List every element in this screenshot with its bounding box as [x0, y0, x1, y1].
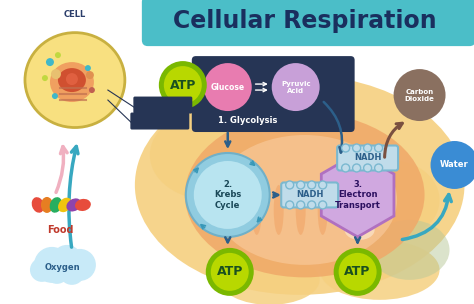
Ellipse shape — [220, 255, 319, 304]
FancyBboxPatch shape — [133, 97, 192, 113]
Circle shape — [308, 201, 316, 209]
Ellipse shape — [212, 135, 397, 265]
Ellipse shape — [58, 198, 72, 212]
Circle shape — [364, 144, 372, 152]
Circle shape — [59, 259, 85, 285]
Ellipse shape — [230, 185, 240, 235]
Ellipse shape — [345, 220, 374, 240]
Ellipse shape — [25, 33, 125, 127]
Circle shape — [206, 248, 254, 296]
Text: Glucose: Glucose — [211, 83, 245, 92]
Text: 3.
Electron
Transport: 3. Electron Transport — [335, 180, 381, 210]
Circle shape — [430, 141, 474, 189]
Circle shape — [66, 73, 78, 85]
Ellipse shape — [318, 185, 328, 235]
Text: Cytosol: Cytosol — [147, 118, 173, 124]
Ellipse shape — [273, 185, 284, 235]
FancyBboxPatch shape — [337, 146, 398, 171]
Circle shape — [353, 164, 361, 172]
Text: 2.
Krebs
Cycle: 2. Krebs Cycle — [214, 180, 241, 210]
Ellipse shape — [29, 36, 121, 124]
Ellipse shape — [150, 110, 270, 200]
FancyBboxPatch shape — [192, 56, 355, 132]
Ellipse shape — [319, 240, 439, 300]
Circle shape — [286, 181, 294, 189]
Ellipse shape — [75, 199, 91, 211]
Circle shape — [374, 144, 383, 152]
Text: CELL: CELL — [64, 10, 86, 19]
Circle shape — [308, 181, 316, 189]
Circle shape — [374, 164, 383, 172]
Text: NADH: NADH — [296, 190, 323, 199]
Circle shape — [64, 249, 96, 281]
Ellipse shape — [66, 199, 82, 212]
Ellipse shape — [50, 62, 94, 102]
Text: Food: Food — [46, 225, 73, 235]
Circle shape — [204, 63, 252, 111]
Circle shape — [353, 144, 361, 152]
Circle shape — [30, 258, 54, 282]
Circle shape — [297, 181, 305, 189]
Circle shape — [194, 161, 262, 229]
FancyBboxPatch shape — [281, 182, 338, 207]
Ellipse shape — [340, 160, 439, 240]
Circle shape — [89, 87, 95, 93]
Ellipse shape — [370, 220, 449, 280]
Text: ATP: ATP — [345, 265, 371, 278]
Circle shape — [319, 201, 327, 209]
Circle shape — [186, 153, 270, 237]
Polygon shape — [321, 153, 394, 237]
Circle shape — [211, 253, 249, 291]
FancyBboxPatch shape — [142, 0, 474, 46]
Circle shape — [334, 248, 382, 296]
Text: NADH: NADH — [354, 154, 381, 163]
Circle shape — [342, 164, 350, 172]
Text: Mitochondrion: Mitochondrion — [138, 102, 188, 108]
Circle shape — [34, 247, 70, 283]
Circle shape — [319, 181, 327, 189]
Ellipse shape — [41, 197, 53, 213]
Ellipse shape — [32, 197, 44, 213]
Circle shape — [159, 61, 207, 109]
Circle shape — [286, 201, 294, 209]
Circle shape — [164, 66, 202, 104]
Circle shape — [297, 201, 305, 209]
Circle shape — [86, 71, 94, 79]
Circle shape — [338, 253, 377, 291]
Circle shape — [55, 52, 61, 58]
Circle shape — [393, 69, 446, 121]
Circle shape — [45, 260, 69, 284]
Text: ATP: ATP — [170, 78, 196, 92]
Circle shape — [42, 75, 48, 81]
Circle shape — [52, 93, 58, 99]
Text: Carbon
Dioxide: Carbon Dioxide — [405, 88, 435, 102]
FancyBboxPatch shape — [130, 112, 189, 130]
Ellipse shape — [252, 185, 262, 235]
Text: ATP: ATP — [217, 265, 243, 278]
Circle shape — [52, 245, 82, 275]
Ellipse shape — [58, 68, 86, 92]
Text: 1. Glycolysis: 1. Glycolysis — [218, 116, 277, 125]
Circle shape — [364, 164, 372, 172]
Circle shape — [272, 63, 319, 111]
Circle shape — [342, 144, 350, 152]
Circle shape — [46, 58, 54, 66]
Ellipse shape — [135, 75, 465, 295]
Ellipse shape — [296, 185, 306, 235]
Text: Water: Water — [440, 161, 469, 170]
Text: Cellular Respiration: Cellular Respiration — [173, 9, 437, 33]
Text: Oxygen: Oxygen — [45, 263, 81, 272]
Text: Pyruvic
Acid: Pyruvic Acid — [281, 81, 310, 94]
Circle shape — [51, 69, 61, 79]
Ellipse shape — [50, 197, 62, 213]
Circle shape — [85, 65, 91, 71]
Ellipse shape — [185, 112, 425, 277]
